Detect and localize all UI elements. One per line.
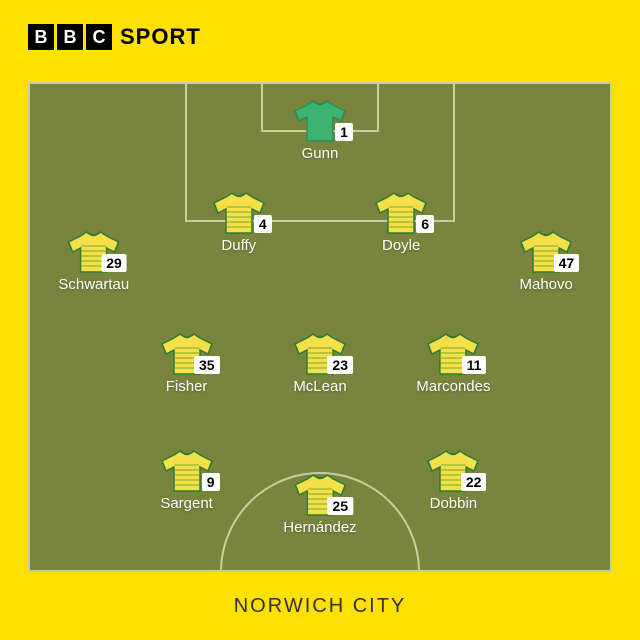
player-number: 22 [461,473,487,491]
player-shirt-icon: 23 [293,332,347,376]
player-rb: 47 Mahovo [519,230,573,293]
player-number: 6 [416,215,434,233]
bbc-logo: B B C [28,24,112,50]
player-name: Schwartau [58,276,129,293]
player-number: 29 [101,254,127,272]
player-lb: 29 Schwartau [58,230,129,293]
player-fw2: 25 Hernández [283,473,356,536]
player-number: 1 [335,123,353,141]
player-number: 23 [327,356,353,374]
player-shirt-icon: 22 [426,449,480,493]
player-shirt-icon: 1 [293,99,347,143]
player-cm2: 23 McLean [293,332,347,395]
football-pitch: 1 Gunn 4 Duffy 6 Doyle 29 Schwar [28,82,612,572]
player-number: 47 [554,254,580,272]
player-shirt-icon: 29 [67,230,121,274]
player-name: Hernández [283,519,356,536]
player-number: 11 [462,356,487,374]
player-fw3: 22 Dobbin [426,449,480,512]
player-shirt-icon: 47 [519,230,573,274]
player-name: Duffy [221,237,256,254]
player-number: 35 [194,356,220,374]
bbc-block-1: B [28,24,54,50]
player-cm3: 11 Marcondes [416,332,490,395]
player-name: Marcondes [416,378,490,395]
player-name: Doyle [382,237,420,254]
player-shirt-icon: 35 [160,332,214,376]
player-number: 4 [254,215,272,233]
player-number: 25 [327,497,353,515]
player-fw1: 9 Sargent [160,449,214,512]
player-shirt-icon: 4 [212,191,266,235]
player-cb2: 6 Doyle [374,191,428,254]
team-name: NORWICH CITY [0,595,640,618]
bbc-block-3: C [86,24,112,50]
player-cb1: 4 Duffy [212,191,266,254]
player-name: Fisher [166,378,208,395]
player-name: Mahovo [520,276,573,293]
player-shirt-icon: 11 [426,332,480,376]
sport-label: SPORT [120,24,201,50]
player-shirt-icon: 25 [293,473,347,517]
player-name: Dobbin [430,495,478,512]
player-number: 9 [202,473,220,491]
player-gk: 1 Gunn [293,99,347,162]
player-cm1: 35 Fisher [160,332,214,395]
player-shirt-icon: 6 [374,191,428,235]
bbc-sport-header: B B C SPORT [28,24,201,50]
player-shirt-icon: 9 [160,449,214,493]
bbc-block-2: B [57,24,83,50]
player-name: Sargent [160,495,213,512]
player-name: Gunn [302,145,339,162]
player-name: McLean [293,378,346,395]
